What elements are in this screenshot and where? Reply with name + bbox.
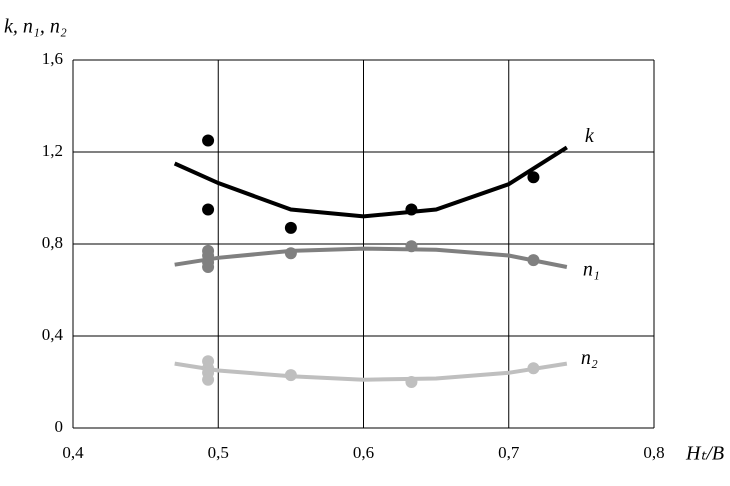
fit-curve — [174, 361, 568, 382]
data-point — [202, 373, 215, 386]
x-tick-label: 0,6 — [353, 443, 374, 462]
data-point — [284, 369, 297, 382]
curve-label: n₂ — [581, 347, 598, 369]
data-point — [284, 221, 297, 234]
x-tick-label: 0,8 — [643, 443, 664, 462]
data-point — [405, 203, 418, 216]
x-axis-label: Hₜ/B — [685, 443, 724, 465]
x-tick-label: 0,5 — [208, 443, 229, 462]
y-axis-label: k, n₁, n₂ — [4, 16, 67, 38]
curve-label: n₁ — [583, 259, 600, 281]
data-point — [527, 171, 540, 184]
x-tick-label: 0,4 — [62, 443, 84, 462]
fit-curve — [173, 145, 568, 219]
y-tick-label: 0,8 — [42, 233, 63, 252]
data-point — [202, 261, 215, 273]
data-point — [202, 134, 215, 147]
data-point — [527, 254, 540, 267]
data-point — [405, 240, 418, 253]
data-point — [284, 247, 297, 260]
y-tick-label: 0 — [55, 417, 64, 436]
curve-label: k — [585, 125, 595, 147]
x-tick-label: 0,7 — [498, 443, 520, 462]
data-point — [405, 376, 418, 388]
y-tick-label: 1,2 — [42, 141, 63, 160]
fit-curve — [174, 246, 568, 269]
data-point — [202, 203, 215, 216]
y-tick-label: 0,4 — [42, 325, 64, 344]
data-point — [527, 362, 540, 375]
y-tick-label: 1,6 — [42, 49, 63, 68]
